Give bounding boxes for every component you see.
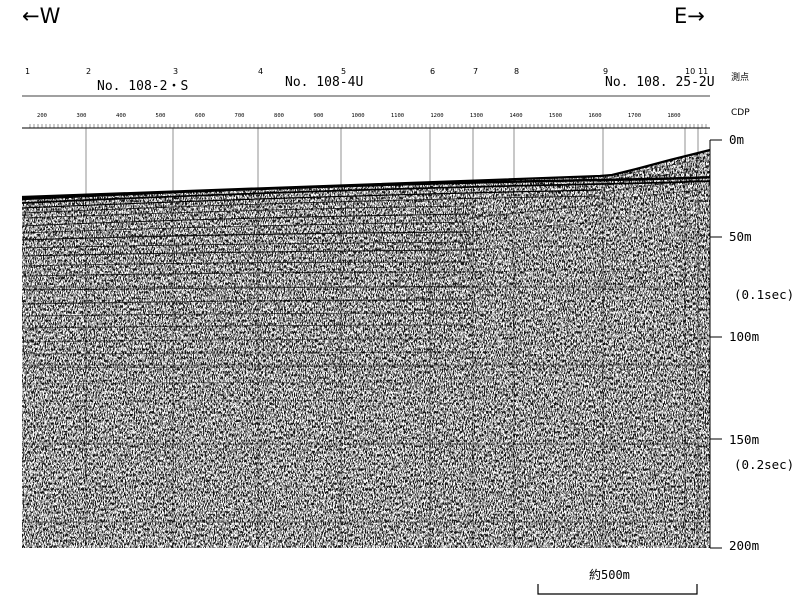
depth-label-0m: 0m: [729, 132, 745, 147]
time-label-0-1sec: (0.1sec): [734, 287, 795, 302]
depth-label-50m: 50m: [729, 229, 752, 244]
station-number: 2: [86, 67, 92, 76]
cdp-tick-label: 800: [274, 113, 284, 119]
station-number: 7: [473, 67, 479, 76]
cdp-tick-label: 1500: [548, 113, 563, 119]
time-label-0-2sec: (0.2sec): [734, 457, 795, 472]
cdp-tick-label: 1400: [509, 113, 523, 119]
cdp-tick-label: 1300: [469, 113, 484, 119]
scale-bar: [537, 584, 698, 595]
station-number: 11: [698, 67, 709, 76]
cdp-tick-label: 1200: [430, 113, 444, 119]
station-number: 9: [603, 67, 609, 76]
cdp-tick-label: 400: [116, 113, 126, 119]
station-number: 8: [514, 67, 520, 76]
depth-label-150m: 150m: [729, 432, 760, 447]
station-number: 10: [685, 67, 696, 76]
east-direction-label: E→: [674, 4, 705, 28]
cdp-tick-label: 300: [76, 113, 87, 119]
cdp-tick-marks: [29, 124, 707, 128]
borehole-label-2: No. 108-4U: [285, 75, 364, 90]
cdp-tick-label: 900: [313, 113, 324, 119]
station-number: 6: [430, 67, 436, 76]
depth-label-100m: 100m: [729, 329, 760, 344]
cdp-tick-label: 600: [195, 113, 205, 119]
cdp-tick-label: 1600: [588, 113, 602, 119]
cdp-tick-label: 1100: [390, 113, 405, 119]
cdp-tick-label: 1700: [627, 113, 642, 119]
station-number: 4: [258, 67, 264, 76]
depth-label-200m: 200m: [729, 538, 760, 553]
station-legend-label: 測点: [731, 73, 750, 83]
station-number: 3: [173, 67, 179, 76]
horizontal-grid-lines: [22, 286, 710, 523]
station-number: 1: [25, 67, 31, 76]
borehole-label-1: No. 108-2・S: [97, 79, 189, 94]
borehole-label-3: No. 108. 25-2U: [605, 75, 715, 90]
cdp-tick-label: 1800: [667, 113, 681, 119]
cdp-tick-label: 1000: [351, 113, 365, 119]
cdp-legend-label: CDP: [731, 108, 750, 118]
scale-bar-label: 約500m: [589, 568, 630, 582]
depth-axis: [709, 139, 722, 549]
reflection-data: [22, 150, 710, 548]
seabed-line: [21, 148, 711, 199]
cdp-tick-label: 500: [155, 113, 166, 119]
cdp-tick-label: 700: [234, 113, 245, 119]
cdp-tick-label: 200: [37, 113, 47, 119]
station-number: 5: [341, 67, 347, 76]
profile-top-rule: [22, 95, 710, 129]
west-direction-label: ←W: [22, 4, 61, 28]
